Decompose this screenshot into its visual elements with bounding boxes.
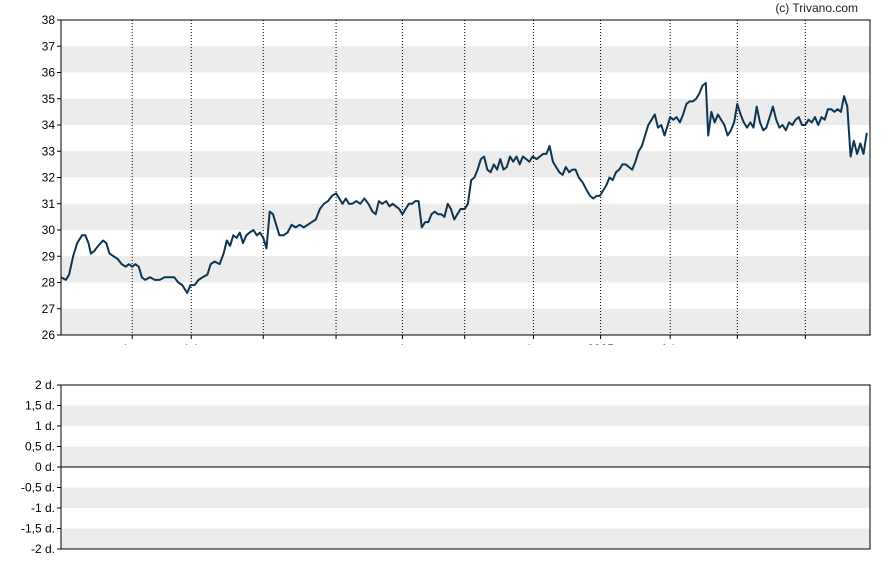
price-bands bbox=[61, 46, 870, 335]
y-tick-label: 0 d. bbox=[35, 460, 55, 474]
price-band bbox=[61, 308, 870, 335]
x-tick-label: okt bbox=[394, 342, 411, 345]
price-band bbox=[61, 98, 870, 125]
y-tick-label: 37 bbox=[42, 39, 56, 53]
delta-band bbox=[61, 528, 870, 549]
y-tick-label: 0,5 d. bbox=[25, 440, 55, 454]
y-tick-label: 1 d. bbox=[35, 419, 55, 433]
y-tick-label: 36 bbox=[42, 66, 56, 80]
x-tick-label: feb bbox=[662, 342, 679, 345]
price-band bbox=[61, 256, 870, 283]
y-tick-label: 30 bbox=[42, 223, 56, 237]
credit-text: (c) Trivano.com bbox=[775, 1, 858, 15]
x-tick-label: 2025 bbox=[587, 342, 614, 345]
price-series-line bbox=[60, 82, 868, 294]
y-tick-label: 32 bbox=[42, 171, 56, 185]
price-chart: 26 27 28 29 30 31 32 33 34 35 36 37 38 jun jul aug sep o… bbox=[42, 13, 871, 345]
price-y-axis: 26 27 28 29 30 31 32 33 34 35 36 37 38 bbox=[42, 13, 61, 342]
y-tick-label: 27 bbox=[42, 302, 56, 316]
y-tick-label: 35 bbox=[42, 92, 56, 106]
y-tick-label: 1,5 d. bbox=[25, 399, 55, 413]
delta-band bbox=[61, 487, 870, 508]
y-tick-label: -0,5 d. bbox=[21, 481, 55, 495]
x-tick-label: aug bbox=[253, 342, 273, 345]
price-band bbox=[61, 46, 870, 73]
x-tick-label: jul bbox=[184, 342, 197, 345]
y-tick-label: 38 bbox=[42, 13, 56, 27]
y-tick-label: 26 bbox=[42, 328, 56, 342]
delta-y-axis: 2 d. 1,5 d. 1 d. 0,5 d. 0 d. -0,5 d. -1 d. -1,5… bbox=[21, 378, 61, 556]
x-tick-label: apr bbox=[797, 342, 814, 345]
price-band bbox=[61, 151, 870, 178]
y-tick-label: 28 bbox=[42, 276, 56, 290]
delta-band bbox=[61, 405, 870, 426]
x-tick-label: nov bbox=[455, 342, 474, 345]
y-tick-label: 34 bbox=[42, 118, 56, 132]
x-tick-label: mrt bbox=[729, 342, 747, 345]
price-x-axis: jun jul aug sep okt nov dec 2025 feb mrt apr bbox=[123, 335, 814, 345]
y-tick-label: -1 d. bbox=[31, 501, 55, 515]
y-tick-label: 29 bbox=[42, 249, 56, 263]
y-tick-label: -2 d. bbox=[31, 542, 55, 556]
x-tick-label: dec bbox=[524, 342, 543, 345]
y-tick-label: 33 bbox=[42, 144, 56, 158]
y-tick-label: 31 bbox=[42, 197, 56, 211]
delta-bands bbox=[61, 405, 870, 549]
y-tick-label: -1,5 d. bbox=[21, 522, 55, 536]
x-tick-label: jun bbox=[123, 342, 140, 345]
delta-band bbox=[61, 446, 870, 467]
x-tick-label: sep bbox=[326, 342, 346, 345]
delta-chart: 2 d. 1,5 d. 1 d. 0,5 d. 0 d. -0,5 d. -1 d. -1,5… bbox=[21, 378, 871, 556]
y-tick-label: 2 d. bbox=[35, 378, 55, 392]
